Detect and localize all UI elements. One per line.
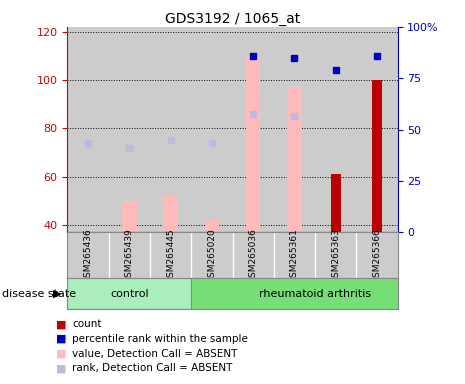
Bar [67,27,109,232]
Text: rank, Detection Call = ABSENT: rank, Detection Call = ABSENT [72,363,232,373]
Bar [67,278,191,309]
Text: count: count [72,319,101,329]
Bar [232,27,274,232]
Text: ■: ■ [56,349,66,359]
Bar [315,27,356,232]
Bar [331,174,341,232]
Bar [287,87,302,232]
Bar [109,27,150,232]
Text: GSM265366: GSM265366 [372,228,381,283]
Text: value, Detection Call = ABSENT: value, Detection Call = ABSENT [72,349,238,359]
Text: GSM265445: GSM265445 [166,228,175,283]
Text: GSM265036: GSM265036 [249,228,258,283]
Text: ▶: ▶ [53,289,61,299]
Text: disease state: disease state [2,289,76,299]
Text: percentile rank within the sample: percentile rank within the sample [72,334,248,344]
Text: GSM265361: GSM265361 [290,228,299,283]
Bar [163,196,178,232]
Bar [205,220,219,232]
Text: ■: ■ [56,334,66,344]
Text: GSM265363: GSM265363 [331,228,340,283]
Bar [356,27,398,232]
Text: GSM265439: GSM265439 [125,228,134,283]
Bar [274,27,315,232]
Text: ■: ■ [56,363,66,373]
Text: GSM265436: GSM265436 [84,228,93,283]
Bar [191,27,232,232]
Bar [246,56,260,232]
Bar [372,80,382,232]
Text: GSM265020: GSM265020 [207,228,216,283]
Text: ■: ■ [56,319,66,329]
Bar [150,27,191,232]
Text: control: control [110,289,149,299]
Bar [122,201,137,232]
Text: rheumatoid arthritis: rheumatoid arthritis [259,289,371,299]
Title: GDS3192 / 1065_at: GDS3192 / 1065_at [165,12,300,26]
